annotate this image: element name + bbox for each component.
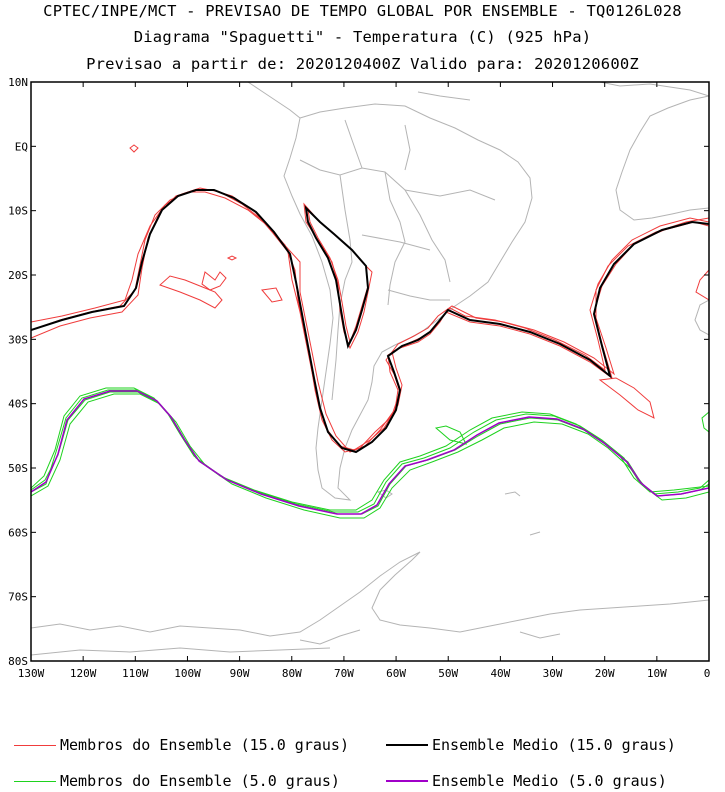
legend-swatch-mean-5 xyxy=(386,780,428,782)
mean-15-group xyxy=(31,189,709,454)
lat-label: 40S xyxy=(8,398,28,411)
mean-15-contour xyxy=(31,189,709,454)
latitude-axis: 10N EQ 10S 20S 30S 40S 50S 60S 70S 80S xyxy=(8,76,709,668)
mean-15-contour xyxy=(304,205,370,349)
lat-label: 10N xyxy=(8,76,28,89)
members-15-group xyxy=(31,144,709,453)
longitude-axis: 130W 120W 110W 100W 90W 80W 70W 60W 50W 40W 30W 20W… xyxy=(18,82,711,680)
lon-label: 10W xyxy=(647,667,667,680)
member-5-contour xyxy=(434,425,467,445)
member-15-contour xyxy=(201,271,227,291)
member-15-contour xyxy=(261,287,283,303)
member-5-contour xyxy=(31,387,709,511)
lon-label: 110W xyxy=(122,667,149,680)
member-15-contour xyxy=(31,191,709,453)
title-line-2: Diagrama "Spaguetti" - Temperatura (C) (… xyxy=(133,28,592,46)
member-15-contour xyxy=(31,187,709,453)
lon-label: 60W xyxy=(386,667,406,680)
members-5-group xyxy=(31,387,709,519)
lon-label: 120W xyxy=(70,667,97,680)
coastlines xyxy=(31,82,709,656)
member-15-contour xyxy=(129,144,139,153)
legend-item-mean-15: Ensemble Medio (15.0 graus) xyxy=(386,736,676,754)
legend-item-members-5: Membros do Ensemble (5.0 graus) xyxy=(14,772,340,790)
lon-label: 90W xyxy=(230,667,250,680)
lon-label: 70W xyxy=(334,667,354,680)
title-line-1: CPTEC/INPE/MCT - PREVISAO DE TEMPO GLOBA… xyxy=(43,2,682,20)
lat-label: 80S xyxy=(8,655,28,668)
legend-label-mean-15: Ensemble Medio (15.0 graus) xyxy=(432,736,676,754)
legend-label-members-5: Membros do Ensemble (5.0 graus) xyxy=(60,772,340,790)
mean-5-group xyxy=(31,390,709,515)
member-5-contour xyxy=(31,393,709,519)
legend-label-members-15: Membros do Ensemble (15.0 graus) xyxy=(60,736,349,754)
lat-label: 50S xyxy=(8,462,28,475)
member-5-contour xyxy=(701,411,709,433)
lon-label: 130W xyxy=(18,667,45,680)
legend-label-mean-5: Ensemble Medio (5.0 graus) xyxy=(432,772,667,790)
legend-swatch-members-5 xyxy=(14,780,56,782)
lat-label: 60S xyxy=(8,526,28,539)
lat-label: 10S xyxy=(8,205,28,218)
mean-5-contour xyxy=(31,390,709,515)
lon-label: 30W xyxy=(543,667,563,680)
lon-label: 80W xyxy=(282,667,302,680)
lat-label: EQ xyxy=(15,140,28,153)
lon-label: 20W xyxy=(595,667,615,680)
member-5-contour xyxy=(31,391,709,515)
legend-item-members-15: Membros do Ensemble (15.0 graus) xyxy=(14,736,349,754)
lon-label: 100W xyxy=(174,667,201,680)
lat-label: 70S xyxy=(8,591,28,604)
lon-label: 50W xyxy=(438,667,458,680)
lon-label: 0 xyxy=(704,667,711,680)
title-line-3: Previsao a partir de: 2020120400Z Valido… xyxy=(86,55,639,73)
legend-swatch-members-15 xyxy=(14,744,56,746)
map-frame xyxy=(30,81,710,662)
member-15-contour xyxy=(226,255,238,261)
legend-swatch-mean-15 xyxy=(386,744,428,746)
member-15-contour xyxy=(31,189,709,451)
member-15-contour xyxy=(598,377,655,419)
legend-item-mean-5: Ensemble Medio (5.0 graus) xyxy=(386,772,667,790)
lat-label: 20S xyxy=(8,269,28,282)
member-5-contour xyxy=(31,389,709,513)
lon-label: 40W xyxy=(490,667,510,680)
lat-label: 30S xyxy=(8,333,28,346)
member-15-contour xyxy=(159,275,223,309)
